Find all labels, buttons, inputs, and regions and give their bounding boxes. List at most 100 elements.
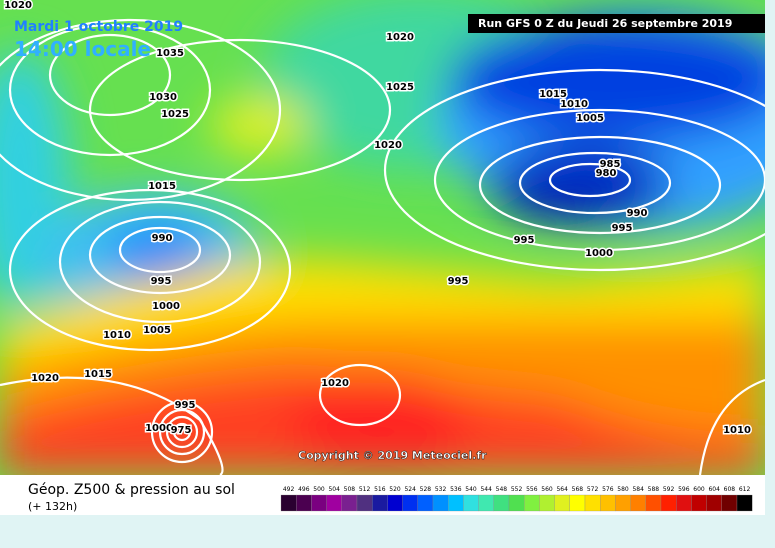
scale-label: 524 [404,486,416,493]
scale-label: 556 [526,486,538,493]
scale-swatch [493,494,510,512]
scale-swatch [326,494,342,512]
scale-swatch [645,494,662,512]
scale-label: 588 [648,486,660,493]
scale-label: 496 [298,486,310,493]
scale-label: 492 [283,486,295,493]
isobar-label: 1025 [161,109,189,120]
copyright: Copyright © 2019 Meteociel.fr [298,449,487,462]
scale-label: 504 [328,486,340,493]
scale-label: 600 [693,486,705,493]
isobar-label: 1015 [84,369,112,380]
scale-swatch [539,494,555,512]
scale-label: 580 [617,486,629,493]
scale-swatch [524,494,540,512]
scale-label: 544 [480,486,492,493]
isobar-label: 1000 [585,248,613,259]
scale-swatch [341,494,358,512]
scale-swatch [280,494,297,512]
isobar-label: 990 [627,208,648,219]
isobar-label: 1020 [31,373,59,384]
scale-label: 508 [344,486,356,493]
scale-swatch [569,494,586,512]
isobar-label: 1010 [723,425,751,436]
scale-swatch [615,494,631,512]
scale-label: 592 [663,486,675,493]
scale-label: 516 [374,486,386,493]
scale-label: 532 [435,486,447,493]
isobar-label: 975 [171,425,192,436]
scale-swatch [508,494,525,512]
isobar-label: 995 [448,276,469,287]
scale-label: 536 [450,486,462,493]
isobar-label: 980 [596,168,617,179]
isobar-label: 1020 [321,378,349,389]
field [0,0,765,475]
scale-swatch [463,494,479,512]
scale-label: 604 [708,486,720,493]
scale-swatch [372,494,388,512]
isobar-label: 990 [152,233,173,244]
isobar-label: 1000 [152,301,180,312]
color-scale: 492 496 500 504 508 512 516 520 524 528 532 536 540 5… [280,486,753,512]
scale-swatch [387,494,403,512]
isobar-label: 1025 [386,82,414,93]
isobar-label: 995 [514,235,535,246]
scale-swatch [311,494,327,512]
run-text: Run GFS 0 Z du Jeudi 26 septembre 2019 [478,17,732,30]
scale-label: 520 [389,486,401,493]
scale-label: 528 [420,486,432,493]
scale-swatch [584,494,601,512]
scale-label: 576 [602,486,614,493]
isobar-labels: 1020103510301025102010251020101510151010… [3,0,753,438]
scale-swatch [630,494,646,512]
isobar-label: 995 [612,223,633,234]
scale-label: 540 [465,486,477,493]
run-box [468,14,765,33]
scale-swatch [448,494,464,512]
scale-swatch [706,494,722,512]
scale-label: 552 [511,486,523,493]
scale-label: 572 [587,486,599,493]
isobar-label: 1015 [148,181,176,192]
isobar-label: 1015 [539,89,567,100]
scale-swatch [691,494,707,512]
isobar-label: 1010 [103,330,131,341]
scale-label: 560 [541,486,553,493]
scale-swatch [432,494,449,512]
isobar-label: 995 [175,400,196,411]
isobar-label: 1005 [576,113,604,124]
isobar-label: 1020 [386,32,414,43]
scale-swatch [600,494,616,512]
scale-label: 584 [632,486,644,493]
time-text: 14:00 locale [14,37,151,61]
scale-label: 612 [739,486,751,493]
isobar-label: 1010 [560,99,588,110]
scale-label: 500 [313,486,325,493]
isobar-label: 985 [600,159,621,170]
scale-swatch [356,494,373,512]
scale-swatch [296,494,312,512]
isobar-label: 1020 [374,140,402,151]
scale-swatch [736,494,753,512]
scale-label: 548 [496,486,508,493]
isobar-label: 995 [151,276,172,287]
scale-swatch [417,494,434,512]
isobar-label: 1030 [149,92,177,103]
date-text: Mardi 1 octobre 2019 [14,19,183,35]
scale-swatch [554,494,570,512]
isobar-label: 1005 [143,325,171,336]
scale-swatch [478,494,494,512]
isobar-label: 1035 [156,48,184,59]
isobar-label: 1000 [145,423,173,434]
scale-label: 568 [572,486,584,493]
scale-swatch [402,494,418,512]
scale-swatch [721,494,738,512]
scale-label: 608 [724,486,736,493]
footer-title: Géop. Z500 & pression au sol [28,482,235,498]
scale-swatch [660,494,677,512]
isobar-label: 1020 [4,0,32,11]
footer-subtitle: (+ 132h) [28,500,77,513]
